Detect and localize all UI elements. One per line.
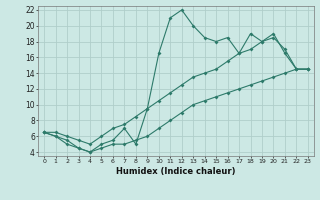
X-axis label: Humidex (Indice chaleur): Humidex (Indice chaleur) — [116, 167, 236, 176]
